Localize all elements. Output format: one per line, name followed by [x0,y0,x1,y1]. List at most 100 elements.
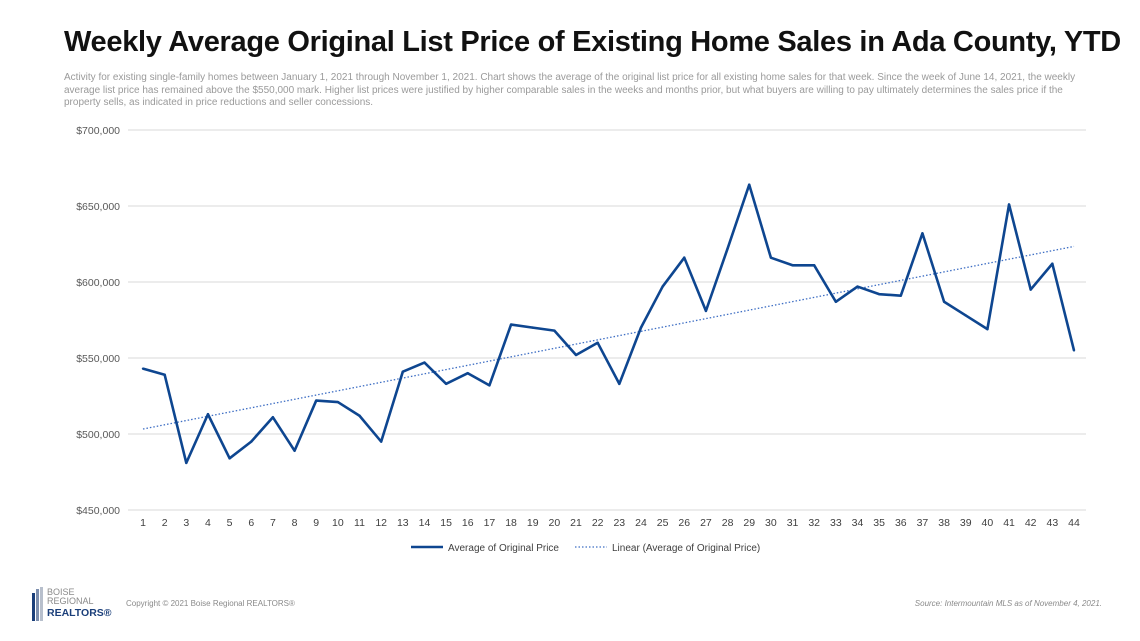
x-tick-label: 26 [678,517,690,529]
data-point [964,314,967,317]
data-point [250,440,253,443]
data-point [488,384,491,387]
data-point [834,300,838,303]
y-tick-label: $500,000 [76,429,120,441]
x-tick-label: 39 [960,517,972,529]
data-point [401,370,405,373]
x-tick-label: 11 [354,517,365,529]
data-point [531,326,534,329]
x-tick-label: 22 [592,517,604,529]
x-tick-label: 35 [873,517,885,529]
x-tick-label: 36 [895,517,907,529]
x-tick-label: 10 [332,517,344,529]
x-tick-label: 5 [227,517,233,529]
data-point [986,327,989,331]
y-tick-label: $650,000 [76,201,120,213]
data-point [336,400,340,404]
data-point [596,341,599,344]
data-point [444,382,448,386]
data-point [812,264,816,267]
data-point [379,440,383,443]
data-point [856,285,859,288]
series-line-average-original-price [142,183,1076,465]
x-tick-label: 21 [570,517,582,529]
data-point [1029,288,1032,291]
data-point [899,294,902,297]
x-tick-label: 32 [808,517,820,529]
x-tick-label: 29 [743,517,755,529]
y-tick-label: $600,000 [76,277,120,289]
legend-label: Average of Original Price [448,543,559,554]
data-point [228,457,231,460]
data-point [358,414,361,417]
x-tick-label: 43 [1047,517,1059,529]
boise-regional-realtors-logo: BOISE REGIONAL REALTORS® [32,587,122,623]
data-point [877,292,881,296]
data-point [423,361,426,364]
x-tick-label: 23 [613,517,625,529]
x-tick-label: 13 [397,517,409,529]
x-tick-label: 27 [700,517,712,529]
data-point [163,373,166,376]
data-point [1072,349,1076,352]
x-tick-label: 1 [140,517,146,529]
data-point [661,285,664,288]
x-tick-label: 44 [1068,517,1080,529]
data-point [574,353,578,357]
x-tick-label: 16 [462,517,474,529]
data-point [509,323,513,326]
x-tick-label: 37 [917,517,929,529]
x-tick-label: 19 [527,517,539,529]
x-tick-label: 14 [419,517,431,529]
y-tick-label: $450,000 [76,505,120,517]
x-tick-label: 20 [549,517,561,529]
x-tick-label: 9 [313,517,319,529]
x-tick-label: 42 [1025,517,1037,529]
x-tick-label: 41 [1003,517,1015,529]
data-point [141,367,145,370]
data-point [618,382,621,386]
chart-description: Activity for existing single-family home… [64,72,1076,108]
data-point [704,309,708,313]
x-tick-label: 17 [484,517,496,529]
data-point [293,449,296,452]
data-point [791,264,794,267]
x-tick-label: 7 [270,517,276,529]
data-point [748,183,751,186]
data-point [683,256,686,259]
x-tick-label: 2 [162,517,168,529]
legend-label: Linear (Average of Original Price) [612,543,760,554]
trendline [142,245,1075,430]
x-tick-label: 25 [657,517,669,529]
data-point [1051,262,1054,265]
x-tick-label: 38 [938,517,950,529]
data-point [466,372,469,375]
source-text: Source: Intermountain MLS as of November… [914,599,1102,608]
x-tick-label: 15 [440,517,452,529]
x-tick-label: 3 [183,517,189,529]
x-tick-label: 8 [292,517,298,529]
data-point [942,300,946,303]
data-point [769,256,773,259]
x-tick-label: 33 [830,517,842,529]
x-tick-label: 24 [635,517,647,529]
data-point [271,416,275,419]
x-tick-label: 6 [248,517,254,529]
data-point [315,399,318,402]
x-tick-label: 12 [375,517,387,529]
data-point [1007,203,1011,206]
data-point [921,232,924,235]
x-tick-label: 18 [505,517,517,529]
x-tick-label: 30 [765,517,777,529]
y-tick-label: $700,000 [76,125,120,137]
data-point [206,413,210,416]
page-title: Weekly Average Original List Price of Ex… [64,26,1121,58]
data-point [185,461,188,465]
data-point [639,326,643,329]
x-tick-label: 40 [982,517,994,529]
data-point [553,329,556,332]
data-point [726,247,729,250]
y-tick-label: $550,000 [76,353,120,365]
